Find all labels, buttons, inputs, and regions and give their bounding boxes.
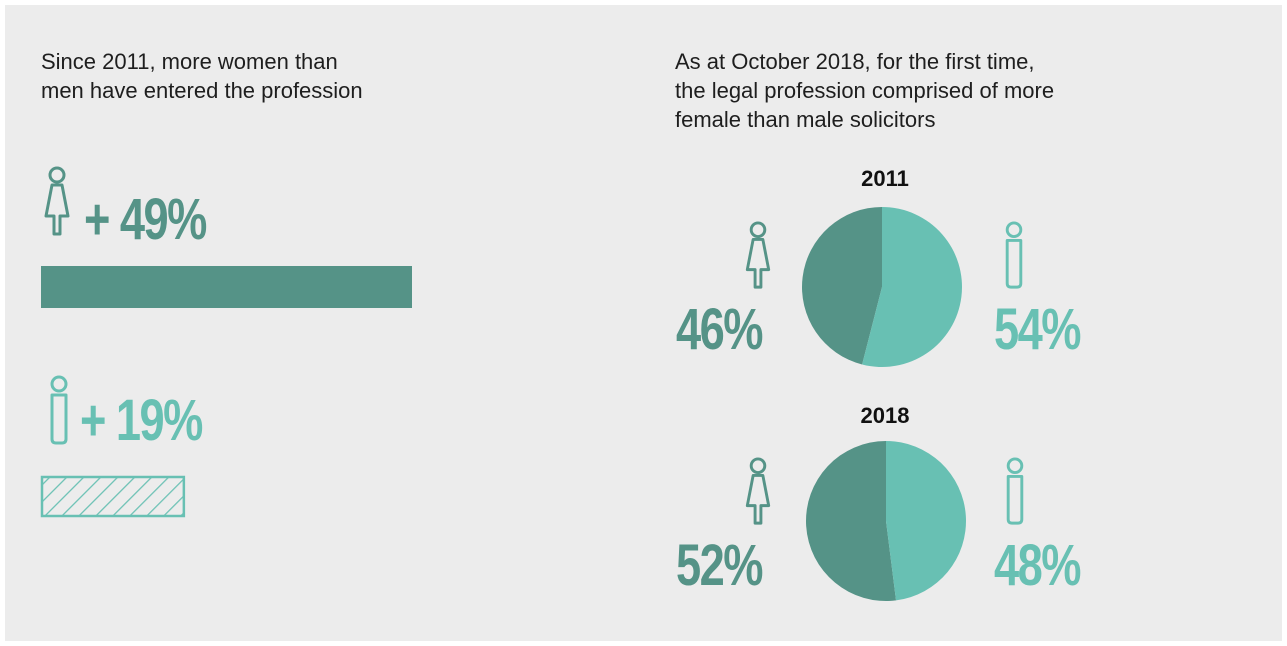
men-growth-label: + 19% xyxy=(80,388,203,453)
pie-2011-slice-men xyxy=(862,207,963,367)
female-icon xyxy=(745,457,771,525)
growth-bar-men xyxy=(40,475,186,518)
male-icon xyxy=(1005,221,1023,289)
left-caption: Since 2011, more women than men have ent… xyxy=(41,49,363,103)
pie-2018-men-label: 48% xyxy=(994,533,1081,598)
pie-2011-women-label: 46% xyxy=(676,297,763,362)
female-icon xyxy=(745,221,771,289)
infographic-panel xyxy=(5,5,1282,641)
right-caption: As at October 2018, for the first time, … xyxy=(675,49,1055,132)
growth-bar-women xyxy=(41,266,412,308)
pie-2018-year: 2018 xyxy=(860,403,910,428)
pie-2018-slice-men xyxy=(886,441,967,601)
pie-2018-slice-women xyxy=(806,441,897,601)
women-growth-label: + 49% xyxy=(84,187,207,252)
pie-2011-year: 2011 xyxy=(861,166,909,191)
pie-2011-men-label: 54% xyxy=(994,297,1081,362)
pie-2018-women-label: 52% xyxy=(676,533,763,598)
male-icon xyxy=(50,375,68,445)
male-icon xyxy=(1006,457,1024,525)
pie-2011-slice-women xyxy=(802,207,882,365)
female-icon xyxy=(44,166,70,236)
